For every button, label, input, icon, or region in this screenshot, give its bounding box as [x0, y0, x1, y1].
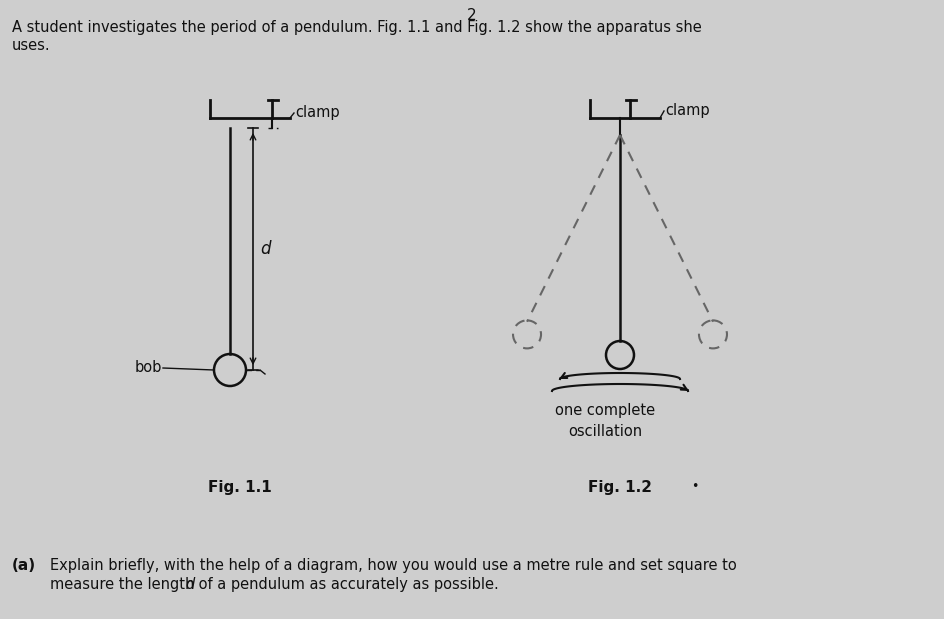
Text: d: d: [185, 577, 194, 592]
Text: Explain briefly, with the help of a diagram, how you would use a metre rule and : Explain briefly, with the help of a diag…: [50, 558, 736, 573]
Text: Fig. 1.2: Fig. 1.2: [587, 480, 651, 495]
Text: 2: 2: [466, 8, 477, 23]
Text: clamp: clamp: [295, 105, 339, 119]
Text: clamp: clamp: [665, 103, 709, 118]
Text: one complete
oscillation: one complete oscillation: [554, 403, 654, 439]
Text: (a): (a): [12, 558, 36, 573]
Text: bob: bob: [135, 360, 162, 376]
Text: Fig. 1.1: Fig. 1.1: [208, 480, 272, 495]
Text: of a pendulum as accurately as possible.: of a pendulum as accurately as possible.: [194, 577, 498, 592]
Text: measure the length: measure the length: [50, 577, 199, 592]
Text: d: d: [260, 240, 270, 258]
Text: •: •: [691, 480, 698, 493]
Text: A student investigates the period of a pendulum. Fig. 1.1 and Fig. 1.2 show the : A student investigates the period of a p…: [12, 20, 701, 35]
Text: uses.: uses.: [12, 38, 51, 53]
